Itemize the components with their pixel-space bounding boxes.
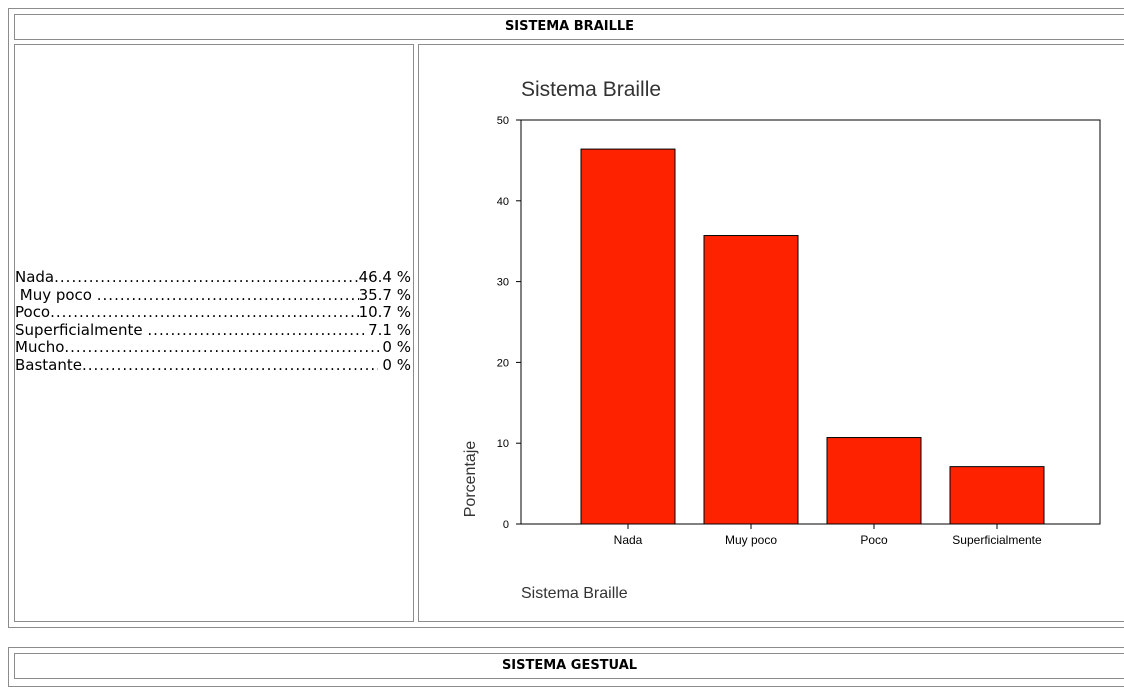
stat-value: 0 % xyxy=(382,338,411,356)
braille-table xyxy=(8,8,1124,628)
bar-poco xyxy=(826,437,922,525)
stat-row: Superficialmente .......................… xyxy=(15,320,411,340)
braille-chart-cell: Sistema Braille 0 10 20 30 40 50 Nada Muy poco… xyxy=(418,44,1124,622)
stat-label: Poco xyxy=(15,303,51,321)
x-tick-label: Muy poco xyxy=(725,533,777,547)
stat-leader-dots: ........................................… xyxy=(82,356,378,374)
stat-value: 35.7 % xyxy=(358,285,411,304)
stat-leader-dots: ........................................… xyxy=(50,304,358,321)
stat-label: Mucho xyxy=(15,338,65,356)
bar-nada xyxy=(580,148,676,525)
y-tick-label: 50 xyxy=(497,115,509,127)
x-tick-label: Nada xyxy=(614,533,643,547)
stat-row: Muy poco ...............................… xyxy=(15,285,411,305)
bar-muy-poco xyxy=(703,235,799,525)
plot-frame xyxy=(520,119,1101,525)
stat-label: Muy poco xyxy=(15,285,97,304)
stat-label: Bastante xyxy=(15,355,82,374)
braille-header: SISTEMA BRAILLE xyxy=(14,14,1124,40)
y-tick-label: 0 xyxy=(503,519,509,531)
braille-bar-chart: Sistema Braille 0 10 20 30 40 50 Nada Muy poco… xyxy=(462,78,1101,602)
y-tick-label: 40 xyxy=(497,196,509,208)
stat-label: Superficialmente xyxy=(15,320,148,339)
x-axis-label: Sistema Braille xyxy=(521,585,628,602)
braille-stats-cell: Nada....................................… xyxy=(14,44,414,622)
stat-value: 46.4 % xyxy=(358,268,411,286)
stat-value: 7.1 % xyxy=(368,320,411,339)
braille-stats-list: Nada....................................… xyxy=(15,268,411,375)
stat-row: Nada....................................… xyxy=(15,268,411,287)
stat-leader-dots: ........................................… xyxy=(64,339,382,356)
bar-superficialmente xyxy=(949,466,1045,525)
y-tick-label: 30 xyxy=(497,277,509,289)
y-axis-label: Porcentaje xyxy=(462,441,479,518)
y-tick-label: 10 xyxy=(497,438,509,450)
stat-value: 10.7 % xyxy=(358,303,411,321)
gestual-header: SISTEMA GESTUAL xyxy=(14,653,1124,679)
stat-leader-dots: ........................................… xyxy=(54,269,359,286)
stat-row: Bastante................................… xyxy=(15,355,411,375)
stat-value: 0 % xyxy=(377,355,411,374)
stat-row: Poco....................................… xyxy=(15,303,411,322)
y-tick-label: 20 xyxy=(497,357,509,369)
stat-label: Nada xyxy=(15,268,55,286)
chart-title: Sistema Braille xyxy=(521,78,661,101)
x-tick-label: Poco xyxy=(860,533,888,547)
stat-leader-dots: ........................................… xyxy=(96,286,359,304)
x-tick-label: Superficialmente xyxy=(952,533,1042,547)
stat-leader-dots: ........................................… xyxy=(147,321,368,339)
stat-row: Mucho...................................… xyxy=(15,338,411,357)
